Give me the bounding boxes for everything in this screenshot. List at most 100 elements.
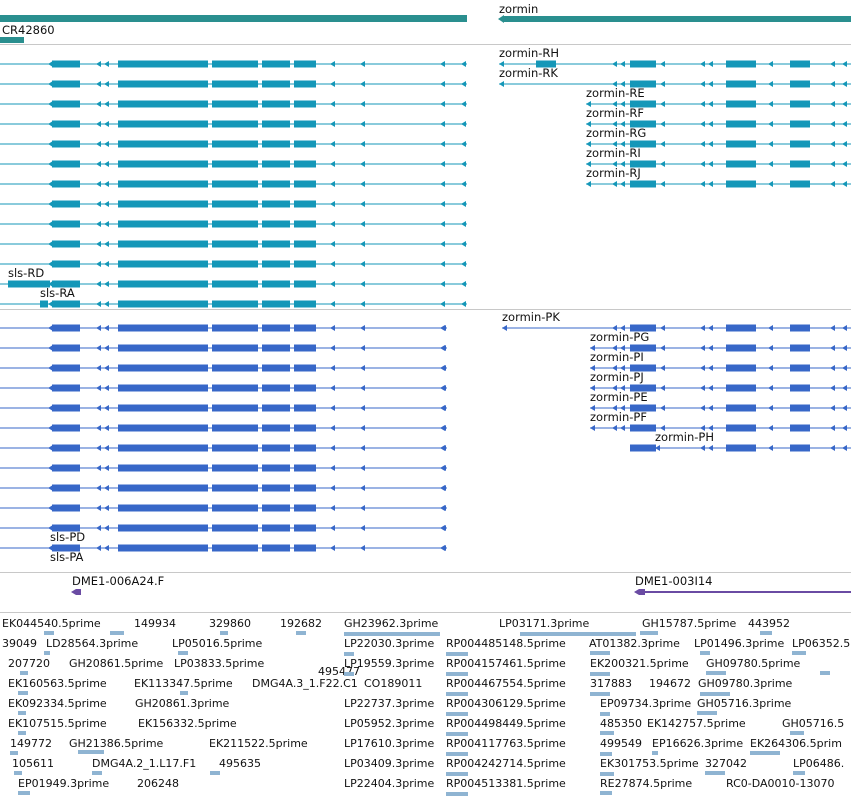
- strand-arrow-icon[interactable]: [441, 505, 446, 511]
- strand-arrow-icon[interactable]: [96, 545, 101, 551]
- strand-arrow-icon[interactable]: [96, 301, 101, 307]
- strand-arrow-icon[interactable]: [360, 365, 365, 371]
- exon-block[interactable]: [294, 344, 316, 352]
- strand-arrow-icon[interactable]: [842, 121, 847, 127]
- strand-arrow-icon[interactable]: [830, 61, 835, 67]
- strand-arrow-icon[interactable]: [104, 61, 109, 67]
- protein-label-zormin-pi[interactable]: zormin-PI: [590, 350, 644, 364]
- est-feature[interactable]: [520, 632, 636, 636]
- strand-arrow-icon[interactable]: [612, 101, 617, 107]
- strand-arrow-icon[interactable]: [330, 261, 335, 267]
- strand-arrow-icon[interactable]: [590, 425, 595, 431]
- strand-arrow-icon[interactable]: [768, 325, 773, 331]
- strand-arrow-icon[interactable]: [842, 81, 847, 87]
- est-label[interactable]: EK301753.5prime: [600, 757, 699, 770]
- est-label[interactable]: GH05716.5: [782, 717, 845, 730]
- exon-block[interactable]: [630, 60, 656, 68]
- strand-arrow-icon[interactable]: [48, 241, 53, 247]
- strand-arrow-icon[interactable]: [842, 181, 847, 187]
- strand-arrow-icon[interactable]: [48, 101, 53, 107]
- strand-arrow-icon[interactable]: [48, 505, 53, 511]
- strand-arrow-icon[interactable]: [620, 365, 625, 371]
- exon-block[interactable]: [630, 120, 656, 128]
- exon-block[interactable]: [630, 444, 656, 452]
- strand-arrow-icon[interactable]: [708, 385, 713, 391]
- strand-arrow-icon[interactable]: [252, 161, 257, 167]
- strand-arrow-icon[interactable]: [252, 81, 257, 87]
- exon-block[interactable]: [790, 364, 810, 372]
- strand-arrow-icon[interactable]: [104, 161, 109, 167]
- est-feature[interactable]: [446, 752, 468, 756]
- protein-label-zormin-pg[interactable]: zormin-PG: [590, 330, 650, 344]
- strand-arrow-icon[interactable]: [330, 325, 335, 331]
- strand-arrow-icon[interactable]: [441, 345, 446, 351]
- exon-block[interactable]: [262, 524, 290, 532]
- est-label[interactable]: 499549: [600, 737, 642, 750]
- strand-arrow-icon[interactable]: [586, 181, 591, 187]
- strand-arrow-icon[interactable]: [48, 201, 53, 207]
- strand-arrow-icon[interactable]: [768, 405, 773, 411]
- exon-block[interactable]: [294, 404, 316, 412]
- strand-arrow-icon[interactable]: [612, 345, 617, 351]
- est-feature[interactable]: [590, 651, 610, 655]
- exon-block[interactable]: [630, 80, 656, 88]
- strand-arrow-icon[interactable]: [502, 325, 507, 331]
- est-feature[interactable]: [44, 631, 54, 635]
- strand-arrow-icon[interactable]: [48, 405, 53, 411]
- exon-block[interactable]: [294, 60, 316, 68]
- strand-arrow-icon[interactable]: [655, 445, 660, 451]
- est-label[interactable]: GH05716.3prime: [697, 697, 792, 710]
- exon-block[interactable]: [212, 200, 258, 208]
- strand-arrow-icon[interactable]: [360, 281, 365, 287]
- exon-block[interactable]: [212, 444, 258, 452]
- strand-arrow-icon[interactable]: [440, 221, 445, 227]
- exon-block[interactable]: [294, 100, 316, 108]
- exon-block[interactable]: [118, 100, 208, 108]
- strand-arrow-icon[interactable]: [252, 365, 257, 371]
- est-feature[interactable]: [18, 711, 26, 715]
- est-label[interactable]: EK044540.5prime: [2, 617, 101, 630]
- strand-arrow-icon[interactable]: [440, 181, 445, 187]
- strand-arrow-icon[interactable]: [700, 161, 705, 167]
- strand-arrow-icon[interactable]: [708, 345, 713, 351]
- exon-block[interactable]: [630, 344, 656, 352]
- est-label[interactable]: LP22404.3prime: [344, 777, 435, 790]
- exon-block[interactable]: [790, 344, 810, 352]
- strand-arrow-icon[interactable]: [461, 121, 466, 127]
- exon-block[interactable]: [262, 220, 290, 228]
- strand-arrow-icon[interactable]: [96, 81, 101, 87]
- strand-arrow-icon[interactable]: [620, 181, 625, 187]
- exon-block[interactable]: [630, 404, 656, 412]
- protein-label-zormin-pe[interactable]: zormin-PE: [590, 390, 648, 404]
- strand-arrow-icon[interactable]: [48, 281, 53, 287]
- strand-arrow-icon[interactable]: [441, 405, 446, 411]
- exon-block[interactable]: [52, 280, 80, 288]
- strand-arrow-icon[interactable]: [330, 121, 335, 127]
- exon-block[interactable]: [262, 280, 290, 288]
- strand-arrow-icon[interactable]: [96, 121, 101, 127]
- strand-arrow-icon[interactable]: [440, 281, 445, 287]
- strand-arrow-icon[interactable]: [830, 325, 835, 331]
- est-label[interactable]: LP06352.5: [792, 637, 851, 650]
- est-label[interactable]: LP06486.: [793, 757, 845, 770]
- exon-block[interactable]: [630, 424, 656, 432]
- est-label[interactable]: LP05016.5prime: [172, 637, 263, 650]
- est-feature[interactable]: [18, 791, 30, 795]
- strand-arrow-icon[interactable]: [620, 141, 625, 147]
- exon-block[interactable]: [118, 524, 208, 532]
- strand-arrow-icon[interactable]: [104, 505, 109, 511]
- strand-arrow-icon[interactable]: [660, 101, 665, 107]
- exon-block[interactable]: [118, 160, 208, 168]
- exon-block[interactable]: [118, 444, 208, 452]
- exon-block[interactable]: [52, 444, 80, 452]
- est-feature[interactable]: [18, 731, 26, 735]
- est-label[interactable]: RP004306129.5prime: [446, 697, 566, 710]
- strand-arrow-icon[interactable]: [252, 545, 257, 551]
- strand-arrow-icon[interactable]: [104, 365, 109, 371]
- strand-arrow-icon[interactable]: [96, 365, 101, 371]
- strand-arrow-icon[interactable]: [104, 345, 109, 351]
- strand-arrow-icon[interactable]: [330, 281, 335, 287]
- exon-block[interactable]: [212, 100, 258, 108]
- protein-label-zormin-pj[interactable]: zormin-PJ: [590, 370, 644, 384]
- exon-block[interactable]: [52, 120, 80, 128]
